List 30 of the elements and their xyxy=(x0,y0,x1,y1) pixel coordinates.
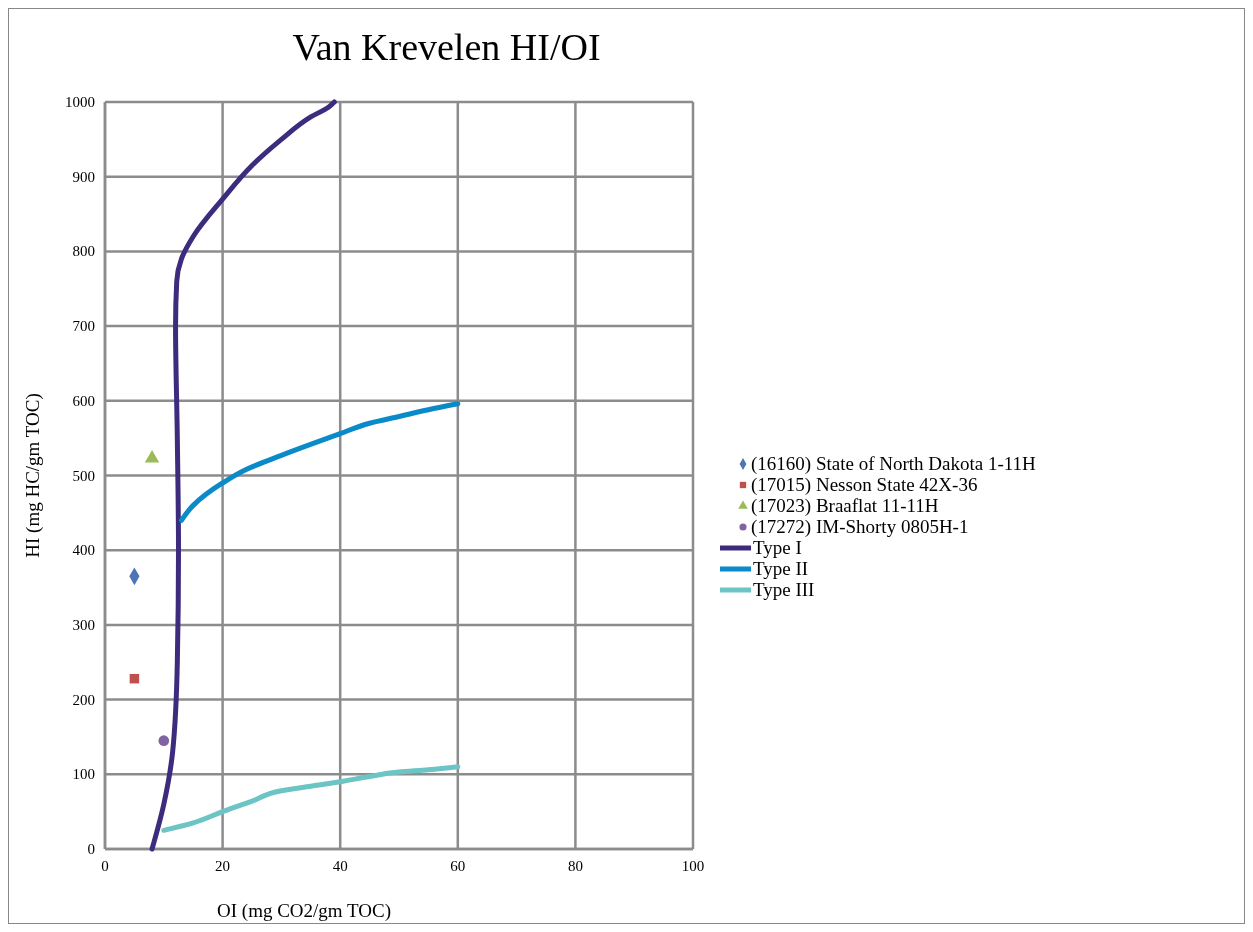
point xyxy=(158,735,170,747)
x-tick-label: 100 xyxy=(681,858,705,874)
legend-label: (17023) Braaflat 11-11H xyxy=(751,495,939,517)
x-tick-label: 40 xyxy=(332,858,348,874)
y-tick-label: 500 xyxy=(72,467,95,484)
legend-label: (17272) IM-Shorty 0805H-1 xyxy=(751,516,969,538)
legend-label: (17015) Nesson State 42X-36 xyxy=(751,474,978,496)
y-tick-label: 800 xyxy=(72,243,95,260)
y-tick-label: 300 xyxy=(72,616,95,633)
y-tick-label: 1000 xyxy=(65,94,95,110)
x-tick-label: 60 xyxy=(450,858,466,874)
legend-label: Type I xyxy=(753,537,802,558)
y-tick-label: 400 xyxy=(72,542,95,559)
y-tick-label: 900 xyxy=(72,168,95,185)
y-tick-label: 0 xyxy=(87,841,95,857)
y-tick-label: 700 xyxy=(72,318,95,335)
legend-label: Type III xyxy=(753,579,815,600)
y-axis-title: HI (mg HC/gm TOC) xyxy=(22,393,44,558)
y-tick-label: 600 xyxy=(72,392,95,409)
chart-title: Van Krevelen HI/OI xyxy=(292,26,601,68)
point xyxy=(129,673,140,684)
x-axis-title: OI (mg CO2/gm TOC) xyxy=(217,900,391,922)
x-tick-label: 0 xyxy=(101,858,109,874)
y-tick-label: 100 xyxy=(72,766,95,783)
x-tick-label: 20 xyxy=(215,858,231,874)
point xyxy=(144,450,160,463)
legend-label: Type II xyxy=(753,558,809,579)
y-tick-label: 200 xyxy=(72,691,95,708)
legend-label: (16160) State of North Dakota 1-11H xyxy=(751,453,1037,475)
x-tick-label: 80 xyxy=(567,858,583,874)
